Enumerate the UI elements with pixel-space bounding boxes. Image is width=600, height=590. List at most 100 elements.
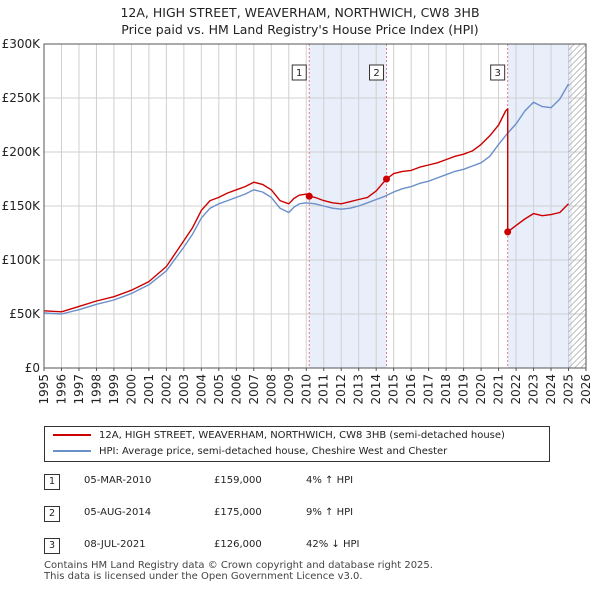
transaction-price: £126,000 bbox=[214, 539, 262, 550]
hatch-line bbox=[568, 314, 586, 333]
hatch-line bbox=[568, 56, 586, 75]
transaction-hpi: 4% ↑ HPI bbox=[306, 475, 354, 486]
hatch-line bbox=[568, 212, 586, 231]
hatch-line bbox=[568, 266, 586, 285]
hatch-line bbox=[568, 164, 586, 183]
hatch-line bbox=[568, 344, 586, 363]
transaction-row: 1 05-MAR-2010 £159,000 4% ↑ HPI bbox=[44, 472, 444, 492]
hatch-line bbox=[568, 170, 586, 189]
hatch-line bbox=[568, 44, 569, 45]
transaction-number: 1 bbox=[44, 474, 60, 490]
hatch-line bbox=[568, 86, 586, 105]
x-tick-label: 2021 bbox=[492, 374, 506, 405]
chart-title: 12A, HIGH STREET, WEAVERHAM, NORTHWICH, … bbox=[0, 4, 600, 38]
hatch-line bbox=[568, 44, 586, 63]
x-tick-label: 2015 bbox=[387, 374, 401, 405]
hatch-line bbox=[568, 248, 586, 267]
x-tick-label: 2009 bbox=[282, 374, 296, 405]
x-tick-label: 2016 bbox=[404, 374, 418, 405]
hatch-line bbox=[568, 92, 586, 111]
sale-label-number: 3 bbox=[494, 68, 500, 79]
sale-point bbox=[305, 192, 313, 200]
footer: Contains HM Land Registry data © Crown c… bbox=[44, 560, 433, 582]
hatch-line bbox=[568, 296, 586, 315]
hatch-line bbox=[568, 326, 586, 345]
hatch-line bbox=[568, 80, 586, 99]
hatch-line bbox=[568, 260, 586, 279]
legend-item-hpi: HPI: Average price, semi-detached house,… bbox=[53, 444, 447, 460]
hatch-line bbox=[568, 350, 586, 368]
hatch-line bbox=[568, 62, 586, 81]
plot-frame bbox=[43, 43, 587, 369]
y-tick-label: £200K bbox=[2, 145, 42, 159]
hatch-line bbox=[568, 44, 575, 51]
hatch-line bbox=[568, 158, 586, 177]
hatch-line bbox=[568, 200, 586, 219]
hatch-line bbox=[568, 242, 586, 261]
x-tick-label: 1997 bbox=[72, 374, 86, 405]
legend: 12A, HIGH STREET, WEAVERHAM, NORTHWICH, … bbox=[44, 426, 550, 462]
legend-hpi-label: HPI: Average price, semi-detached house,… bbox=[99, 446, 448, 457]
x-tick-label: 2013 bbox=[352, 374, 366, 405]
x-tick-label: 2017 bbox=[422, 374, 436, 405]
hatch-line bbox=[568, 236, 586, 255]
x-tick-label: 2008 bbox=[264, 374, 278, 405]
legend-price-swatch bbox=[53, 434, 91, 436]
title-line-1: 12A, HIGH STREET, WEAVERHAM, NORTHWICH, … bbox=[120, 5, 480, 20]
hatch-line bbox=[568, 320, 586, 339]
hatch-line bbox=[568, 140, 586, 159]
transaction-date: 05-MAR-2010 bbox=[84, 475, 152, 486]
x-tick-label: 2023 bbox=[527, 374, 541, 405]
x-tick-label: 2006 bbox=[229, 374, 243, 405]
x-tick-label: 2001 bbox=[142, 374, 156, 405]
sale-points bbox=[305, 175, 512, 236]
hatch-line bbox=[568, 206, 586, 225]
hpi-line bbox=[43, 83, 570, 315]
x-tick-label: 2011 bbox=[317, 374, 331, 405]
hatch-line bbox=[568, 110, 586, 129]
x-tick-label: 2002 bbox=[159, 374, 173, 405]
x-tick-label: 2026 bbox=[579, 374, 593, 405]
hatch-line bbox=[580, 362, 586, 368]
hatch-line bbox=[568, 188, 586, 207]
hatch-line bbox=[568, 146, 586, 165]
y-tick-label: £0 bbox=[25, 361, 40, 375]
x-tick-label: 2025 bbox=[562, 374, 576, 405]
x-tick-label: 1995 bbox=[37, 374, 51, 405]
hatch-line bbox=[568, 284, 586, 303]
hatch-line bbox=[568, 176, 586, 195]
x-tick-label: 2010 bbox=[299, 374, 313, 405]
hatch-line bbox=[568, 278, 586, 297]
hatch-line bbox=[568, 128, 586, 147]
sale-labels: 1 2 3 bbox=[291, 64, 506, 81]
x-tick-label: 2022 bbox=[509, 374, 523, 405]
transaction-number: 2 bbox=[44, 506, 60, 522]
hatch-line bbox=[574, 356, 586, 368]
hatch-line bbox=[568, 122, 586, 141]
title-line-2: Price paid vs. HM Land Registry's House … bbox=[121, 22, 479, 37]
hatch-line bbox=[568, 182, 586, 201]
hatch-line bbox=[568, 302, 586, 321]
hatch-line bbox=[568, 50, 586, 69]
y-tick-label: £150K bbox=[2, 199, 42, 213]
hatch-line bbox=[568, 254, 586, 273]
legend-price-label: 12A, HIGH STREET, WEAVERHAM, NORTHWICH, … bbox=[99, 430, 505, 441]
x-tick-label: 1999 bbox=[107, 374, 121, 405]
legend-item-price: 12A, HIGH STREET, WEAVERHAM, NORTHWICH, … bbox=[53, 428, 505, 444]
transaction-number: 3 bbox=[44, 538, 60, 554]
x-tick-label: 2018 bbox=[439, 374, 453, 405]
x-tick-label: 1998 bbox=[89, 374, 103, 405]
hatch-line bbox=[568, 272, 586, 291]
hatch-line bbox=[568, 104, 586, 123]
sale-label-number: 2 bbox=[373, 68, 379, 79]
legend-hpi-swatch bbox=[53, 450, 91, 452]
hatch-line bbox=[568, 290, 586, 309]
y-tick-label: £50K bbox=[9, 307, 41, 321]
price-chart: 1 2 3 £0 £50K £100K £150K £200K £250K £300K 1995… bbox=[2, 37, 593, 405]
x-tick-label: 2007 bbox=[247, 374, 261, 405]
x-tick-label: 2000 bbox=[124, 374, 138, 405]
hatch-line bbox=[568, 152, 586, 171]
sale-label-box bbox=[369, 64, 385, 81]
hatch-line bbox=[568, 338, 586, 357]
hatch-line bbox=[568, 218, 586, 237]
